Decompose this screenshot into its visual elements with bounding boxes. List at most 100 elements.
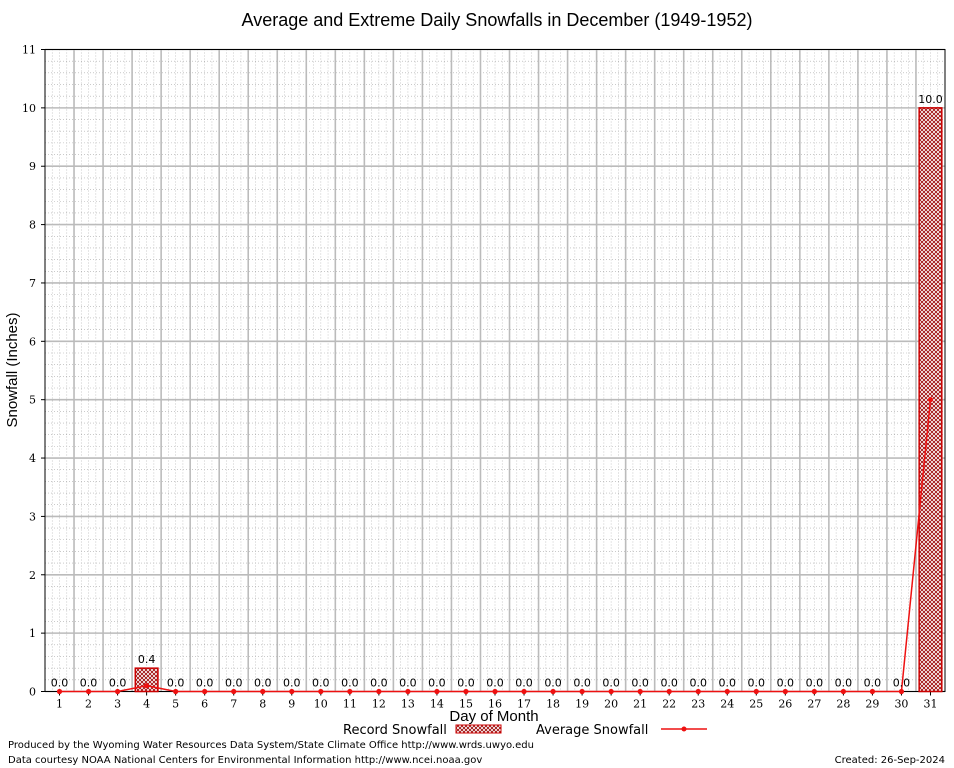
data-label: 0.0 [457,677,475,690]
data-label: 0.0 [573,677,591,690]
x-tick-label: 13 [401,698,415,711]
x-tick-label: 6 [201,698,208,711]
legend: Record Snowfall Average Snowfall [343,723,707,738]
y-tick-label: 1 [29,627,36,640]
average-point [637,688,643,695]
record-bar [134,667,159,693]
average-point [434,688,440,695]
x-tick-label: 22 [662,698,676,711]
y-tick-label: 2 [29,569,36,582]
average-point [898,688,905,695]
x-tick-label: 26 [778,698,792,711]
data-label: 10.0 [918,93,943,106]
data-label: 0.0 [225,677,243,690]
chart-title: Average and Extreme Daily Snowfalls in D… [242,10,753,30]
x-tick-label: 11 [343,698,357,711]
average-point [521,688,527,695]
x-tick-label: 31 [923,698,937,711]
average-point [347,688,353,695]
data-label: 0.0 [748,677,766,690]
x-tick-label: 2 [85,698,92,711]
y-tick-label: 8 [29,219,36,232]
x-tick-label: 15 [459,698,473,711]
average-point [550,688,556,695]
average-point [318,688,324,695]
x-tick-label: 9 [288,698,295,711]
x-tick-label: 28 [836,698,850,711]
data-label: 0.0 [689,677,707,690]
data-label: 0.0 [515,677,533,690]
average-point [811,688,817,695]
average-point [202,688,208,695]
x-tick-label: 16 [488,698,502,711]
x-tick-label: 10 [314,698,328,711]
x-tick-label: 3 [114,698,121,711]
average-point [753,688,759,695]
legend-swatch-record [455,724,502,734]
x-tick-label: 29 [865,698,879,711]
y-tick-label: 11 [22,44,36,57]
data-label: 0.0 [399,677,417,690]
average-point [782,688,788,695]
grid [45,48,945,693]
data-label: 0.0 [51,677,69,690]
average-point [56,688,63,695]
data-label: 0.0 [893,677,911,690]
x-tick-label: 18 [546,698,560,711]
average-point [579,688,585,695]
data-label: 0.0 [80,677,98,690]
average-point [492,688,498,695]
x-tick-label: 20 [604,698,618,711]
average-point [927,397,934,403]
data-label: 0.0 [341,677,359,690]
average-point [114,688,121,695]
data-label: 0.0 [254,677,272,690]
data-label: 0.0 [283,677,301,690]
y-tick-label: 4 [29,452,36,465]
average-point [695,688,701,695]
average-point [724,688,730,695]
x-axis-ticks: 1 2 3 4 5 6 7 8 9 10 11 12 13 14 15 16 17 18 19 20 21 22 23 24 2… [56,691,937,711]
data-label: 0.0 [660,677,678,690]
average-point [85,688,92,695]
data-label: 0.0 [602,677,620,690]
data-label: 0.0 [428,677,446,690]
x-tick-label: 5 [172,698,179,711]
data-label: 0.0 [631,677,649,690]
data-label: 0.4 [138,653,156,666]
x-tick-label: 27 [807,698,821,711]
y-tick-label: 9 [29,160,36,173]
y-tick-label: 7 [29,277,36,290]
x-tick-label: 23 [691,698,705,711]
x-tick-label: 4 [143,698,150,711]
x-axis-label: Day of Month [449,708,538,725]
x-tick-label: 17 [517,698,531,711]
data-label: 0.0 [486,677,504,690]
average-point [231,688,237,695]
data-label: 0.0 [719,677,737,690]
average-point [289,688,295,695]
y-axis-ticks: 0 1 2 3 4 5 6 7 8 9 10 11 [22,44,45,699]
legend-label-record: Record Snowfall [343,723,447,738]
legend-marker-average [681,726,687,732]
data-label: 0.0 [312,677,330,690]
average-point [666,688,672,695]
footer-created: Created: 26-Sep-2024 [835,755,945,766]
average-point [840,688,846,695]
x-tick-label: 8 [259,698,266,711]
x-tick-label: 19 [575,698,589,711]
average-point [376,688,382,695]
x-tick-label: 24 [720,698,734,711]
data-label: 0.0 [806,677,824,690]
average-snowfall-line [56,397,934,695]
data-label: 0.0 [109,677,127,690]
x-tick-label: 21 [633,698,647,711]
average-point [608,688,614,695]
x-tick-label: 25 [749,698,763,711]
data-label: 0.0 [864,677,882,690]
x-tick-label: 12 [372,698,386,711]
average-point [173,688,179,695]
legend-label-average: Average Snowfall [536,723,648,738]
data-label: 0.0 [196,677,214,690]
